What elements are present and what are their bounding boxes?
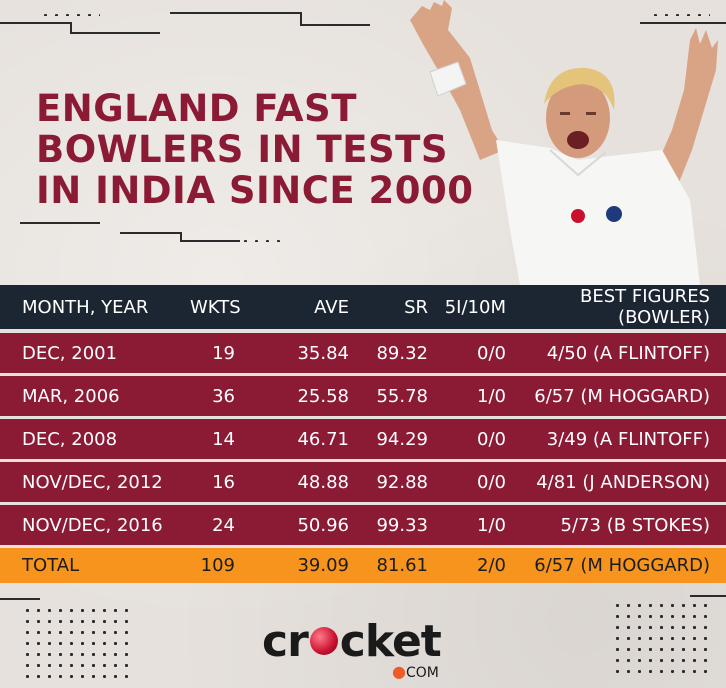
table-row: NOV/DEC, 2016 24 50.96 99.33 1/0 5/73 (B… — [0, 505, 726, 548]
cell-5i-10m: 0/0 — [477, 342, 506, 364]
cell-sr: 92.88 — [376, 471, 428, 493]
cell-best-figures: 6/57 (M HOGGARD) — [534, 385, 710, 407]
cell-month-year: NOV/DEC, 2016 — [22, 514, 163, 536]
cell-best-figures: 5/73 (B STOKES) — [560, 514, 710, 536]
total-5i-10m: 2/0 — [477, 555, 506, 576]
logo-sub-text: COM — [405, 665, 439, 681]
dot-icon: ● — [392, 662, 406, 681]
cell-ave: 25.58 — [297, 385, 349, 407]
cell-month-year: MAR, 2006 — [22, 385, 120, 407]
cell-best-figures: 4/50 (A FLINTOFF) — [546, 342, 710, 364]
total-label: TOTAL — [22, 555, 80, 576]
cricket-ball-icon — [309, 627, 338, 655]
cell-ave: 35.84 — [297, 342, 349, 364]
logo-word-start: cr — [262, 616, 309, 667]
cell-best-figures: 3/49 (A FLINTOFF) — [546, 428, 710, 450]
cell-best-figures: 4/81 (J ANDERSON) — [536, 471, 710, 493]
table-row: NOV/DEC, 2012 16 48.88 92.88 0/0 4/81 (J… — [0, 462, 726, 505]
cell-wkts: 16 — [212, 471, 235, 493]
table-row: MAR, 2006 36 25.58 55.78 1/0 6/57 (M HOG… — [0, 376, 726, 419]
header-best-figures: BEST FIGURES (BOWLER) — [580, 286, 710, 328]
total-sr: 81.61 — [376, 555, 428, 576]
table-row: DEC, 2001 19 35.84 89.32 0/0 4/50 (A FLI… — [0, 333, 726, 376]
cell-wkts: 19 — [212, 342, 235, 364]
header-month-year: MONTH, YEAR — [22, 296, 149, 318]
cell-ave: 46.71 — [297, 428, 349, 450]
player-photo — [410, 0, 718, 285]
cell-5i-10m: 0/0 — [477, 428, 506, 450]
header-ave: AVE — [314, 296, 349, 318]
cell-wkts: 14 — [212, 428, 235, 450]
cell-5i-10m: 1/0 — [477, 385, 506, 407]
header-wkts: WKTS — [190, 296, 241, 318]
cricket-com-logo: cr cket ●COM — [262, 620, 462, 682]
title-line-1: ENGLAND FAST — [36, 87, 357, 130]
cell-sr: 99.33 — [376, 514, 428, 536]
stats-table: MONTH, YEAR WKTS AVE SR 5I/10M BEST FIGU… — [0, 285, 726, 583]
cell-sr: 94.29 — [376, 428, 428, 450]
title-line-3: IN INDIA SINCE 2000 — [36, 169, 474, 212]
total-ave: 39.09 — [297, 555, 349, 576]
cell-5i-10m: 1/0 — [477, 514, 506, 536]
total-best-figures: 6/57 (M HOGGARD) — [534, 555, 710, 576]
table-total-row: TOTAL 109 39.09 81.61 2/0 6/57 (M HOGGAR… — [0, 548, 726, 583]
header-5i-10m: 5I/10M — [444, 296, 506, 318]
title-line-2: BOWLERS IN TESTS — [36, 128, 449, 171]
cell-month-year: DEC, 2001 — [22, 342, 118, 364]
cell-ave: 50.96 — [297, 514, 349, 536]
cell-ave: 48.88 — [297, 471, 349, 493]
cell-month-year: DEC, 2008 — [22, 428, 118, 450]
table-row: DEC, 2008 14 46.71 94.29 0/0 3/49 (A FLI… — [0, 419, 726, 462]
cell-sr: 55.78 — [376, 385, 428, 407]
page-title: ENGLAND FAST BOWLERS IN TESTS IN INDIA S… — [36, 88, 474, 211]
logo-word-end: cket — [339, 616, 442, 667]
table-header-row: MONTH, YEAR WKTS AVE SR 5I/10M BEST FIGU… — [0, 285, 726, 333]
cell-wkts: 36 — [212, 385, 235, 407]
cell-5i-10m: 0/0 — [477, 471, 506, 493]
header-sr: SR — [404, 296, 428, 318]
cell-sr: 89.32 — [376, 342, 428, 364]
cell-month-year: NOV/DEC, 2012 — [22, 471, 163, 493]
total-wkts: 109 — [200, 555, 235, 576]
cell-wkts: 24 — [212, 514, 235, 536]
